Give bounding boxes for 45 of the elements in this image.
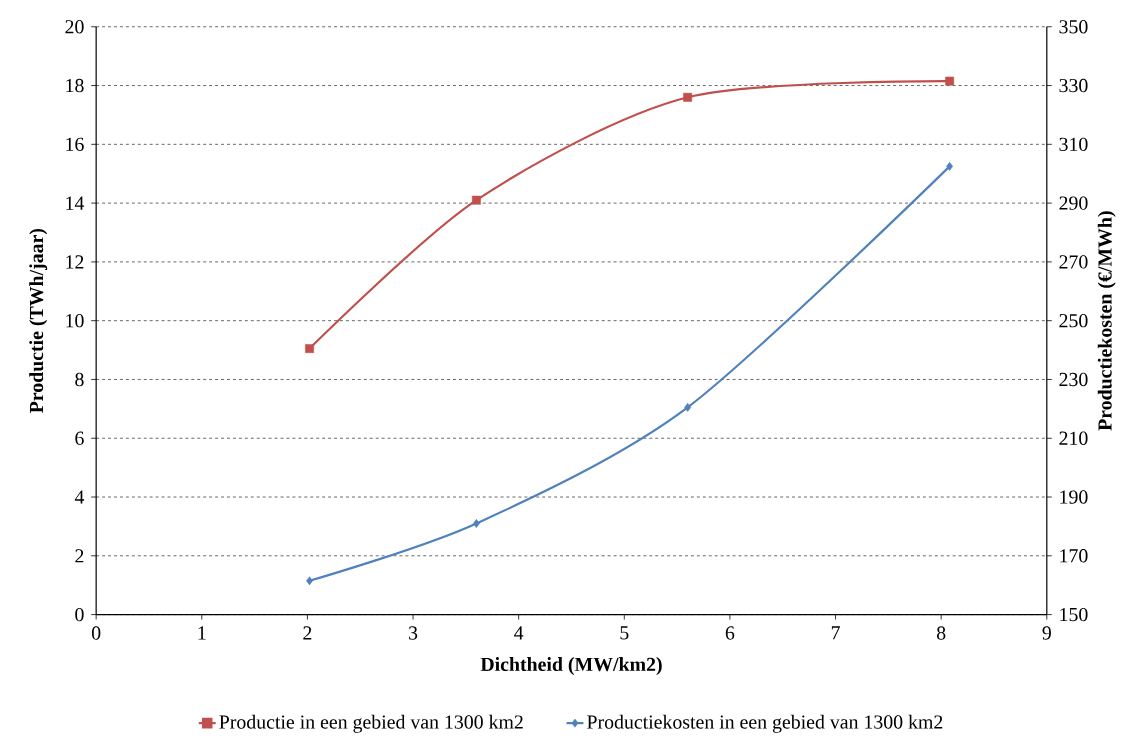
point [472, 195, 481, 205]
y-tick-label: 10 [66, 313, 84, 328]
point [946, 161, 953, 171]
y2-tick-label: 310 [1059, 137, 1088, 151]
y2-tick-label: 250 [1059, 313, 1088, 328]
y-tick-label: 18 [66, 78, 84, 92]
point [305, 343, 314, 353]
y2-tick-label: 210 [1059, 431, 1088, 445]
point [684, 402, 692, 412]
y-tick-label: 2 [75, 549, 84, 563]
y2-tick-label: 150 [1060, 607, 1088, 622]
x-tick-label: 2 [303, 626, 312, 640]
x-tick-label: 8 [936, 626, 946, 640]
legend-label: Productie in een gebied van 1300 km2 [219, 714, 523, 733]
y2-tick-label: 270 [1059, 254, 1088, 269]
x-tick-label: 0 [91, 626, 101, 640]
y-tick-label: 20 [65, 19, 84, 34]
y-axis-title: Productie (TWh/jaar) [29, 228, 48, 413]
x-tick-label: 7 [831, 626, 840, 640]
y-tick-label: 8 [75, 372, 84, 386]
point [683, 92, 693, 102]
x-tick-label: 3 [409, 626, 418, 640]
x-tick-label: 5 [620, 626, 629, 640]
y2-tick-label: 230 [1059, 372, 1088, 386]
y-tick-label: 6 [75, 431, 84, 445]
point [473, 518, 480, 528]
y2-tick-label: 350 [1059, 19, 1088, 34]
x-tick-label: 6 [725, 626, 735, 640]
legend-label: Productiekosten in een gebied van 1300 km2 [587, 714, 943, 733]
y2-axis-title: Productiekosten (€/MWh) [1097, 211, 1116, 431]
y-tick-label: 12 [66, 255, 84, 269]
x-tick-label: 4 [514, 626, 524, 640]
x-tick-label: 1 [198, 626, 206, 640]
x-tick-label: 9 [1042, 626, 1051, 640]
y2-tick-label: 170 [1060, 548, 1088, 563]
point [945, 76, 955, 86]
y-tick-label: 0 [75, 607, 84, 622]
y2-tick-label: 290 [1059, 196, 1088, 210]
y2-tick-label: 190 [1060, 490, 1088, 504]
y-tick-label: 4 [74, 490, 85, 504]
x-axis-title: Dichtheid (MW/km2) [480, 656, 662, 675]
point [306, 576, 313, 585]
y2-tick-label: 330 [1059, 78, 1088, 92]
y-tick-label: 16 [66, 137, 84, 151]
y-tick-label: 14 [66, 196, 85, 210]
